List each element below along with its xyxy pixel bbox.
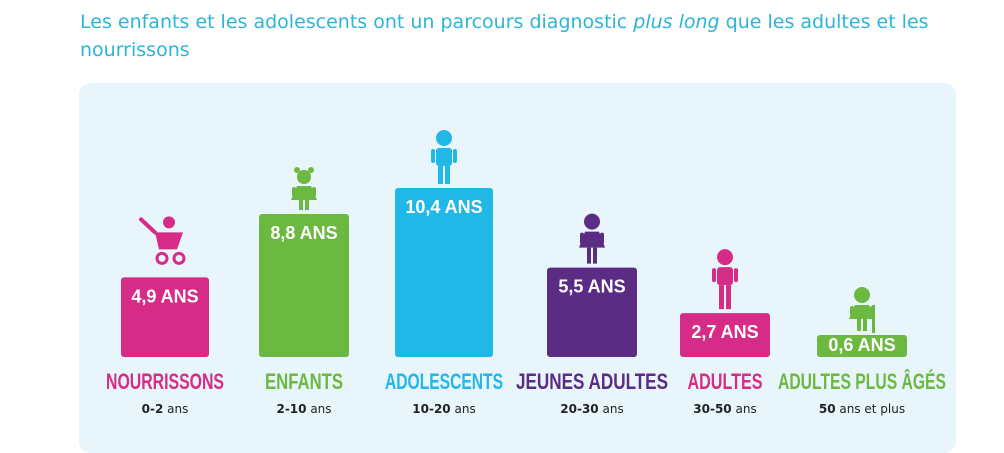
title-text-before: Les enfants et les adolescents ont un pa… — [80, 11, 634, 33]
age-range-label: 2-10 ans — [276, 402, 331, 416]
title-emphasis: plus long — [633, 11, 720, 33]
bar-enfants — [259, 214, 349, 357]
age-range-label: 0-2 ans — [142, 402, 189, 416]
category-label: ADOLESCENTS — [385, 369, 503, 394]
category-label: ENFANTS — [265, 369, 343, 394]
bar-jeunes-adultes — [547, 267, 637, 357]
title-text-after: que les adultes et les nourrissons — [80, 11, 929, 61]
bar-nourrissons — [121, 277, 209, 357]
child-icon — [291, 167, 317, 210]
adult-man-icon — [712, 249, 738, 310]
chart-title: Les enfants et les adolescents ont un pa… — [80, 8, 980, 64]
bar-chart: 4,9 ANS NOURRISSONS 0-2 ans 8,8 ANS ENFANTS 2… — [106, 130, 946, 416]
bar-adultes-plus-g-s — [817, 335, 907, 357]
bar-value-label: 0,6 ANS — [828, 335, 895, 355]
teen-icon — [431, 130, 457, 184]
young-adult-woman-icon — [579, 213, 605, 264]
age-range-label: 50 ans et plus — [819, 402, 905, 416]
age-range-label: 30-50 ans — [693, 402, 756, 416]
bar-value-label: 10,4 ANS — [405, 197, 482, 217]
age-range-label: 20-30 ans — [560, 402, 623, 416]
category-label: JEUNES ADULTES — [516, 369, 668, 394]
stroller-icon — [139, 216, 186, 265]
bar-value-label: 8,8 ANS — [270, 223, 337, 243]
chart-panel — [79, 83, 956, 453]
category-label: NOURRISSONS — [106, 369, 224, 394]
age-range-label: 10-20 ans — [412, 402, 475, 416]
bar-adultes — [680, 313, 770, 357]
bar-adolescents — [395, 188, 493, 357]
older-woman-icon — [849, 287, 875, 333]
bar-value-label: 2,7 ANS — [691, 322, 758, 342]
bar-value-label: 5,5 ANS — [558, 277, 625, 297]
category-label: ADULTES PLUS ÂGÉS — [778, 369, 946, 394]
bar-value-label: 4,9 ANS — [131, 286, 198, 306]
category-label: ADULTES — [688, 369, 763, 394]
